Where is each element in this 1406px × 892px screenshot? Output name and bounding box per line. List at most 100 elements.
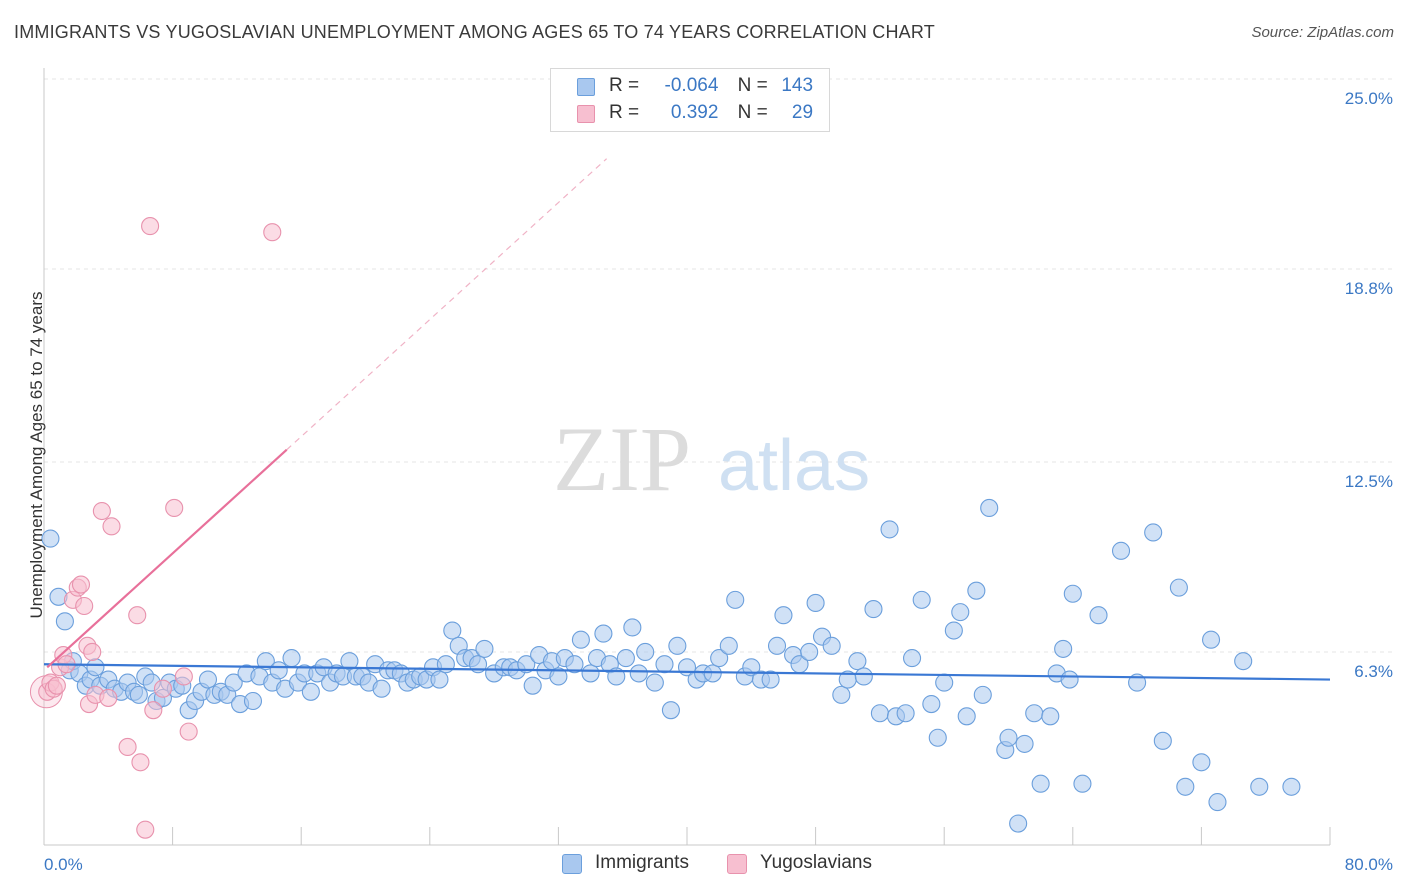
- immigrants-point: [944, 621, 963, 640]
- x-tick-label: 0.0%: [44, 855, 83, 874]
- bottom-legend-label-immigrants: Immigrants: [595, 852, 689, 873]
- yugoslavians-point: [102, 517, 121, 536]
- immigrants-point: [1073, 774, 1092, 793]
- immigrants-point: [1234, 652, 1253, 671]
- x-tick-label: 80.0%: [1345, 855, 1393, 874]
- immigrants-point: [832, 685, 851, 704]
- yugoslavians-point: [174, 667, 193, 686]
- immigrants-point: [1089, 606, 1108, 625]
- immigrants-point: [848, 652, 867, 671]
- yugoslavians-point: [263, 223, 282, 242]
- immigrants-point: [607, 667, 626, 686]
- immigrants-point: [973, 685, 992, 704]
- legend-r-value: -0.064: [664, 75, 719, 96]
- immigrants-point: [372, 679, 391, 698]
- bottom-legend-label-yugoslavians: Yugoslavians: [760, 852, 872, 873]
- immigrants-point: [661, 701, 680, 720]
- immigrants-point: [1025, 704, 1044, 723]
- yugoslavians-trend-line: [46, 448, 288, 669]
- immigrants-point: [896, 704, 915, 723]
- immigrants-point: [55, 612, 74, 631]
- immigrants-point: [1015, 734, 1034, 753]
- y-tick-label: 6.3%: [1354, 662, 1393, 681]
- immigrants-point: [967, 581, 986, 600]
- immigrants-point: [565, 655, 584, 674]
- immigrants-point: [1282, 777, 1301, 796]
- immigrants-point: [774, 606, 793, 625]
- legend-swatch-immigrants: [577, 78, 595, 96]
- immigrants-point: [129, 685, 148, 704]
- immigrants-point: [41, 529, 60, 548]
- y-axis-label: Unemployment Among Ages 65 to 74 years: [27, 292, 46, 619]
- legend-n-label: N =: [737, 75, 768, 96]
- immigrants-point: [629, 664, 648, 683]
- yugoslavians-point: [128, 606, 147, 625]
- immigrants-point: [549, 667, 568, 686]
- yugoslavians-point: [99, 688, 118, 707]
- immigrants-point: [581, 664, 600, 683]
- yugoslavians-point: [165, 498, 184, 518]
- immigrants-point: [870, 704, 889, 723]
- immigrants-point: [636, 642, 655, 662]
- legend-r-label: R =: [609, 102, 640, 123]
- immigrants-point: [1144, 523, 1163, 542]
- yugoslavians-point: [83, 642, 102, 662]
- yugoslavians-point: [153, 679, 173, 698]
- immigrants-point: [301, 682, 320, 701]
- immigrants-point: [719, 636, 738, 655]
- yugoslavians-point: [118, 737, 137, 757]
- immigrants-point: [854, 667, 873, 686]
- immigrants-point: [243, 691, 263, 711]
- legend-r-label: R =: [609, 75, 640, 96]
- chart-title: IMMIGRANTS VS YUGOSLAVIAN UNEMPLOYMENT A…: [14, 22, 935, 42]
- immigrants-point: [1063, 584, 1082, 603]
- immigrants-point: [800, 642, 819, 662]
- yugoslavians-trend-extension: [286, 158, 608, 451]
- immigrants-point: [645, 673, 664, 692]
- immigrants-point: [1153, 731, 1172, 750]
- legend-n-label: N =: [737, 102, 768, 123]
- immigrants-point: [922, 695, 941, 714]
- immigrants-point: [1250, 777, 1269, 796]
- bottom-legend-swatch-yugoslavians: [727, 854, 747, 874]
- immigrants-point: [703, 664, 722, 683]
- immigrants-point: [951, 603, 970, 622]
- yugoslavians-point: [136, 820, 155, 839]
- immigrants-point: [980, 498, 999, 518]
- legend-r-value: 0.392: [670, 102, 719, 123]
- immigrants-point: [806, 593, 825, 612]
- legend-n-value: 143: [781, 75, 814, 96]
- yugoslavians-point: [75, 596, 94, 616]
- immigrants-point: [710, 649, 729, 668]
- y-tick-label: 12.5%: [1345, 472, 1393, 491]
- immigrants-point: [594, 624, 613, 643]
- immigrants-point: [668, 636, 687, 655]
- chart-grid: [44, 78, 1394, 653]
- immigrants-point: [1054, 639, 1073, 658]
- immigrants-point: [1176, 777, 1195, 796]
- immigrants-point: [198, 670, 218, 689]
- immigrants-point: [999, 728, 1018, 747]
- yugoslavians-point: [141, 217, 160, 236]
- y-tick-label: 25.0%: [1345, 89, 1393, 108]
- immigrants-point: [761, 670, 780, 689]
- legend-n-value: 29: [791, 102, 814, 123]
- immigrants-point: [655, 655, 674, 674]
- immigrants-point: [912, 590, 931, 609]
- immigrants-point: [340, 652, 359, 671]
- immigrants-point: [269, 661, 288, 680]
- immigrants-point: [430, 670, 449, 689]
- immigrants-point: [880, 520, 899, 539]
- immigrants-point: [726, 590, 745, 609]
- immigrants-point: [1031, 774, 1050, 793]
- watermark-zip: ZIP: [553, 408, 691, 510]
- immigrants-point: [902, 649, 922, 668]
- immigrants-point: [475, 639, 494, 658]
- immigrants-point: [1201, 630, 1221, 649]
- tick-labels: 6.3% 12.5% 18.8% 25.0% 0.0% 80.0%: [44, 89, 1393, 874]
- immigrants-point: [1208, 793, 1227, 812]
- watermark-atlas: atlas: [718, 426, 870, 506]
- yugoslavians-point: [71, 575, 91, 594]
- immigrants-point: [935, 673, 954, 692]
- source-label: Source: ZipAtlas.com: [1251, 24, 1394, 41]
